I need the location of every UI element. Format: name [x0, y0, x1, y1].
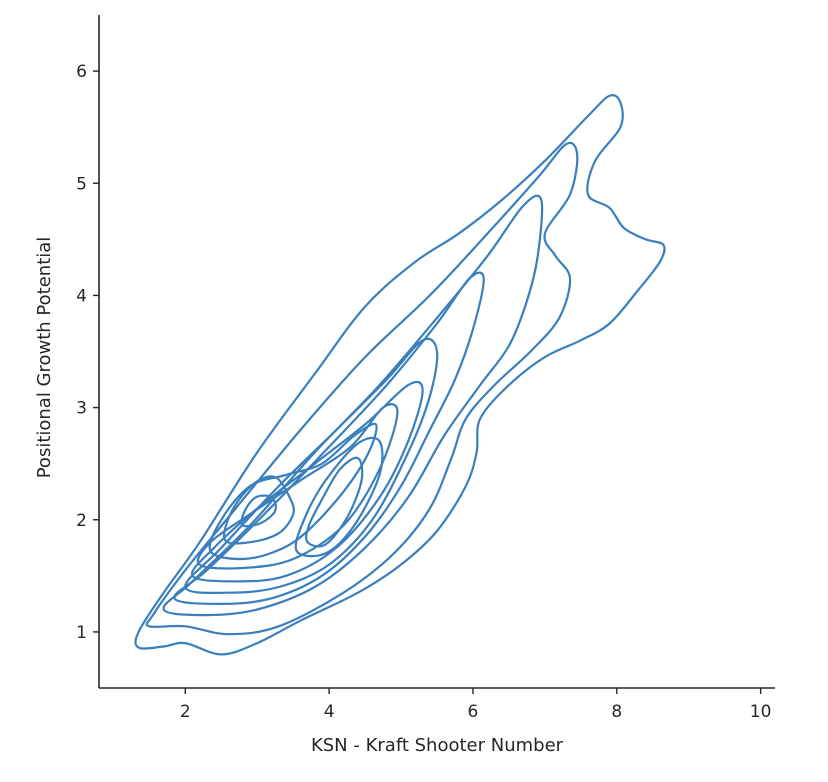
x-tick-label: 10 [750, 702, 772, 722]
x-axis-title: KSN - Kraft Shooter Number [311, 735, 564, 756]
density-contour-level-10 [305, 456, 364, 548]
y-tick-label: 2 [76, 511, 87, 531]
y-axis-ticks: 1 2 3 4 5 6 [76, 62, 99, 643]
y-axis-title: Positional Growth Potential [34, 237, 55, 479]
density-contour-level-5 [184, 337, 439, 594]
y-tick-label: 5 [76, 174, 87, 194]
density-contour-level-9 [294, 436, 384, 558]
y-tick-label: 4 [76, 286, 87, 306]
density-contour-level-7 [196, 403, 399, 570]
x-axis-ticks: 2 4 6 8 10 [180, 688, 772, 722]
y-tick-label: 6 [76, 62, 87, 82]
density-contour-level-4 [173, 271, 485, 605]
density-contour-level-8 [208, 422, 378, 561]
density-contour-level-2 [145, 141, 579, 636]
density-contour-level-1 [134, 94, 666, 656]
density-contour-level-9 [222, 475, 295, 545]
y-tick-label: 3 [76, 399, 87, 419]
density-contour-level-10 [240, 494, 277, 528]
x-tick-label: 8 [611, 702, 622, 722]
x-tick-label: 2 [180, 702, 191, 722]
x-tick-label: 6 [468, 702, 479, 722]
plot-area [134, 94, 666, 656]
y-tick-label: 1 [76, 623, 87, 643]
x-tick-label: 4 [324, 702, 335, 722]
density-contour-level-3 [162, 194, 544, 617]
